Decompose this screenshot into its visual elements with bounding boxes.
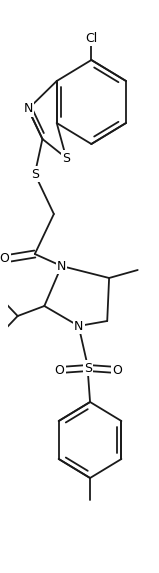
Text: O: O [55, 363, 65, 376]
Text: Cl: Cl [85, 32, 97, 45]
Text: N: N [24, 103, 33, 116]
Text: N: N [57, 260, 66, 273]
Text: O: O [112, 363, 122, 376]
Text: S: S [31, 167, 39, 180]
Text: N: N [74, 320, 83, 332]
Text: S: S [84, 362, 92, 375]
Text: O: O [0, 253, 9, 265]
Text: S: S [62, 151, 70, 164]
